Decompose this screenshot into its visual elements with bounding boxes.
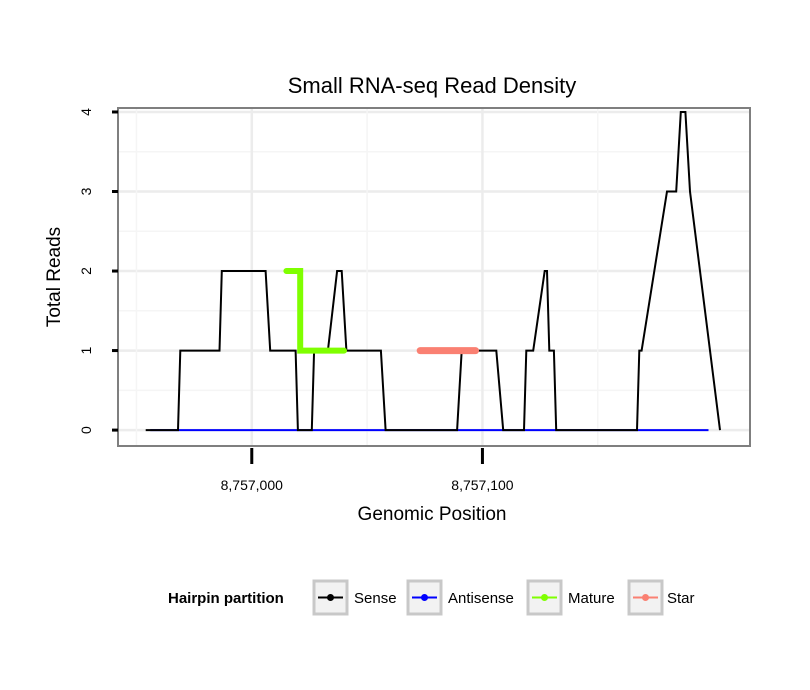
legend-label: Sense [354, 590, 397, 607]
plot-panel-border [117, 107, 751, 447]
legend-entry-star: Star [627, 579, 695, 616]
chart-title: Small RNA-seq Read Density [288, 73, 577, 98]
legend-label: Mature [568, 590, 615, 607]
x-tick-label: 8,757,000 [221, 477, 283, 493]
legend: Hairpin partition Sense Antisense Mature St… [168, 579, 695, 616]
series-layer [145, 111, 721, 432]
legend-key-point [327, 594, 334, 601]
y-tick-label: 1 [78, 346, 94, 354]
x-axis-title: Genomic Position [358, 504, 507, 525]
legend-label: Star [667, 590, 695, 607]
x-axis: 8,757,000 8,757,100 [221, 448, 514, 493]
y-tick-label: 3 [78, 187, 94, 195]
y-tick-label: 4 [78, 108, 94, 116]
grid [118, 108, 750, 446]
legend-entry-mature: Mature [526, 579, 615, 616]
y-tick-label: 2 [78, 267, 94, 275]
legend-title: Hairpin partition [168, 590, 284, 607]
legend-label: Antisense [448, 590, 514, 607]
x-tick-label: 8,757,100 [451, 477, 513, 493]
y-axis-title: Total Reads [44, 227, 65, 327]
legend-key-point [421, 594, 428, 601]
legend-entry-antisense: Antisense [406, 579, 514, 616]
series-line-sense [145, 111, 721, 432]
series-line-mature [283, 268, 347, 354]
y-axis: 0 1 2 3 4 [78, 108, 118, 434]
y-tick-label: 0 [78, 426, 94, 434]
legend-entry-sense: Sense [312, 579, 397, 616]
legend-key-point [541, 594, 548, 601]
legend-key-point [642, 594, 649, 601]
